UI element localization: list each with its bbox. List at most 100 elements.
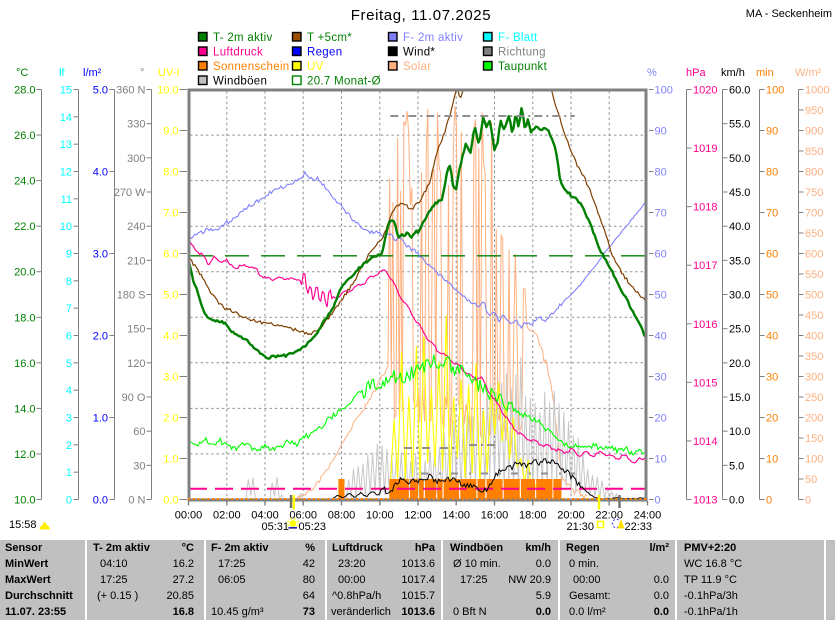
svg-text:11: 11	[61, 194, 72, 206]
svg-text:550: 550	[805, 269, 823, 281]
svg-text:1.0: 1.0	[163, 454, 178, 466]
svg-text:25.0: 25.0	[729, 324, 750, 336]
svg-text:1018: 1018	[693, 202, 717, 214]
svg-text:18:00: 18:00	[519, 510, 547, 522]
svg-text:Sensor: Sensor	[5, 542, 43, 554]
svg-text:00:00: 00:00	[573, 574, 601, 586]
svg-text:Taupunkt: Taupunkt	[498, 61, 548, 73]
svg-text:100: 100	[766, 85, 784, 97]
svg-text:10.0: 10.0	[729, 426, 750, 438]
svg-text:300: 300	[805, 372, 823, 384]
svg-text:16:00: 16:00	[481, 510, 509, 522]
svg-text:10.0: 10.0	[14, 495, 35, 507]
svg-text:30: 30	[766, 372, 778, 384]
svg-text:0.0: 0.0	[536, 558, 551, 570]
svg-text:80: 80	[766, 167, 778, 179]
svg-text:1013.6: 1013.6	[401, 606, 435, 618]
svg-text:15:58: 15:58	[9, 519, 37, 531]
svg-text:15: 15	[60, 85, 72, 97]
svg-text:10: 10	[655, 454, 667, 466]
svg-text:42: 42	[303, 558, 315, 570]
svg-text:lf: lf	[59, 67, 65, 79]
svg-text:5.9: 5.9	[536, 590, 551, 602]
svg-text:24.0: 24.0	[14, 176, 35, 188]
svg-text:73: 73	[303, 606, 315, 618]
svg-text:1013: 1013	[693, 495, 717, 507]
svg-text:2.0: 2.0	[93, 331, 108, 343]
svg-text:16.8: 16.8	[173, 606, 194, 618]
svg-text:120: 120	[127, 358, 145, 370]
svg-text:0 Bft N: 0 Bft N	[453, 606, 487, 618]
svg-text:06:05: 06:05	[218, 574, 246, 586]
svg-text:14:00: 14:00	[442, 510, 470, 522]
svg-text:0: 0	[766, 495, 772, 507]
svg-text:T- 2m aktiv: T- 2m aktiv	[213, 32, 273, 44]
svg-text:0.0: 0.0	[729, 495, 744, 507]
svg-text:30: 30	[655, 372, 667, 384]
svg-text:F- 2m aktiv: F- 2m aktiv	[211, 542, 269, 554]
svg-text:00:00: 00:00	[175, 510, 203, 522]
svg-text:23:20: 23:20	[338, 558, 366, 570]
svg-text:MaxWert: MaxWert	[5, 574, 51, 586]
svg-text:40: 40	[655, 331, 667, 343]
svg-text:3: 3	[66, 413, 72, 425]
svg-text:Sonnenschein: Sonnenschein	[213, 61, 290, 73]
svg-text:40: 40	[766, 331, 778, 343]
svg-text:17:25: 17:25	[460, 574, 488, 586]
svg-text:5.0: 5.0	[729, 460, 744, 472]
svg-text:3.0: 3.0	[93, 249, 108, 261]
svg-text:21:30: 21:30	[566, 521, 594, 533]
svg-text:%: %	[647, 67, 657, 79]
svg-text:100: 100	[655, 85, 673, 97]
svg-text:20.0: 20.0	[14, 267, 35, 279]
svg-text:UV: UV	[307, 61, 324, 73]
svg-text:270 W: 270 W	[114, 187, 146, 199]
svg-text:6.0: 6.0	[163, 249, 178, 261]
svg-text:0: 0	[655, 495, 661, 507]
svg-text:150: 150	[127, 324, 145, 336]
svg-text:l/m²: l/m²	[83, 67, 102, 79]
svg-text:50: 50	[655, 290, 667, 302]
svg-text:24:00: 24:00	[634, 510, 662, 522]
svg-text:F- 2m aktiv: F- 2m aktiv	[403, 32, 463, 44]
svg-text:17:25: 17:25	[218, 558, 246, 570]
svg-text:0.0: 0.0	[536, 606, 551, 618]
svg-text:60: 60	[133, 426, 145, 438]
svg-text:PMV+2:20: PMV+2:20	[684, 542, 736, 554]
svg-text:Regen: Regen	[566, 542, 600, 554]
svg-text:05:31: 05:31	[261, 521, 289, 533]
svg-text:20:00: 20:00	[557, 510, 585, 522]
svg-text:W/m²: W/m²	[795, 67, 822, 79]
svg-text:60.0: 60.0	[729, 85, 750, 97]
svg-text:20.85: 20.85	[166, 590, 194, 602]
svg-text:Windböen: Windböen	[213, 75, 267, 87]
svg-text:20: 20	[766, 413, 778, 425]
svg-text:Solar: Solar	[403, 61, 431, 73]
svg-text:Luftdruck: Luftdruck	[213, 46, 263, 58]
svg-text:17:25: 17:25	[100, 574, 128, 586]
svg-text:04:00: 04:00	[251, 510, 279, 522]
svg-text:F- Blatt: F- Blatt	[498, 32, 538, 44]
svg-text:90: 90	[766, 126, 778, 138]
svg-text:Wind*: Wind*	[403, 46, 435, 58]
svg-text:00:00: 00:00	[338, 574, 366, 586]
svg-text:30: 30	[133, 460, 145, 472]
svg-text:20.0: 20.0	[729, 358, 750, 370]
svg-text:40.0: 40.0	[729, 221, 750, 233]
svg-text:0 min.: 0 min.	[569, 558, 599, 570]
svg-text:°: °	[140, 67, 144, 79]
svg-text:4.0: 4.0	[163, 331, 178, 343]
svg-text:400: 400	[805, 331, 823, 343]
svg-text:06:00: 06:00	[289, 510, 317, 522]
svg-text:veränderlich: veränderlich	[331, 606, 391, 618]
svg-text:0.0: 0.0	[93, 495, 108, 507]
svg-text:360 N: 360 N	[116, 85, 145, 97]
svg-text:1017.4: 1017.4	[401, 574, 435, 586]
svg-text:0.0: 0.0	[654, 590, 669, 602]
svg-text:6: 6	[66, 331, 72, 343]
svg-text:Richtung: Richtung	[498, 46, 546, 58]
svg-text:5.0: 5.0	[163, 290, 178, 302]
svg-text:T +5cm*: T +5cm*	[307, 32, 352, 44]
svg-text:Regen: Regen	[307, 46, 342, 58]
svg-text:UV-I: UV-I	[158, 67, 179, 79]
